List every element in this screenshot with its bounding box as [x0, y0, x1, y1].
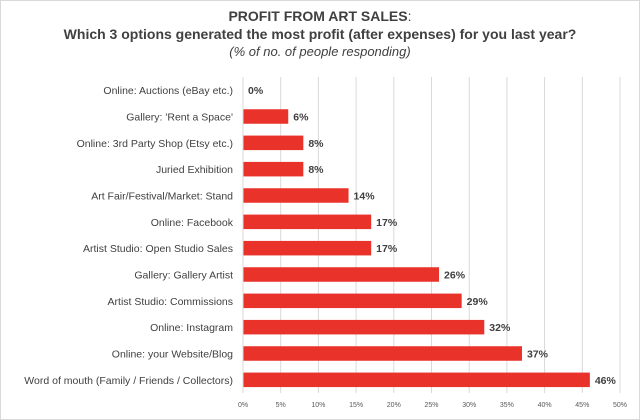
- data-label: 46%: [595, 375, 617, 387]
- chart-title-main: PROFIT FROM ART SALES: [228, 8, 408, 24]
- category-label: Online: Auctions (eBay etc.): [103, 85, 233, 97]
- data-label: 14%: [354, 191, 376, 203]
- category-label: Online: your Website/Blog: [112, 349, 233, 361]
- bar: [243, 293, 462, 309]
- category-label: Art Fair/Festival/Market: Stand: [91, 191, 233, 203]
- category-label: Online: Instagram: [150, 322, 233, 334]
- data-label: 8%: [308, 164, 324, 176]
- data-label: 17%: [376, 217, 398, 229]
- category-label: Online: Facebook: [151, 217, 234, 229]
- bar: [243, 346, 522, 361]
- x-tick-label: 25%: [424, 402, 438, 409]
- x-tick-label: 30%: [462, 402, 476, 409]
- bar: [243, 188, 349, 203]
- bar: [243, 240, 372, 256]
- category-label: Online: 3rd Party Shop (Etsy etc.): [77, 138, 233, 150]
- category-label: Gallery: 'Rent a Space': [126, 112, 233, 124]
- x-tick-label: 40%: [538, 402, 552, 409]
- x-tick-label: 35%: [500, 402, 514, 409]
- data-label: 32%: [489, 322, 511, 334]
- bar: [243, 161, 304, 177]
- bar: [243, 109, 289, 124]
- x-tick-label: 0%: [238, 402, 248, 409]
- category-label: Artist Studio: Open Studio Sales: [83, 243, 233, 255]
- x-tick-label: 45%: [575, 402, 589, 409]
- x-tick-label: 5%: [276, 402, 286, 409]
- data-label: 17%: [376, 243, 398, 255]
- bar: [243, 372, 590, 388]
- data-label: 26%: [444, 270, 466, 282]
- x-tick-label: 15%: [349, 402, 363, 409]
- data-label: 6%: [293, 112, 309, 124]
- chart-title-suffix: :: [407, 8, 412, 24]
- bar: [243, 267, 440, 282]
- data-label: 8%: [308, 138, 324, 150]
- category-label: Word of mouth (Family / Friends / Collec…: [24, 375, 233, 387]
- data-label: 0%: [248, 85, 264, 97]
- chart-title: PROFIT FROM ART SALES:: [0, 8, 640, 25]
- bar: [243, 135, 304, 151]
- category-label: Juried Exhibition: [156, 164, 233, 176]
- bar: [243, 214, 372, 230]
- chart-subtitle: Which 3 options generated the most profi…: [63, 26, 577, 42]
- bar: [243, 319, 485, 335]
- title-block: PROFIT FROM ART SALES: Which 3 options g…: [0, 8, 640, 61]
- x-tick-label: 20%: [387, 402, 401, 409]
- category-label: Artist Studio: Commissions: [108, 296, 233, 308]
- data-label: 29%: [467, 296, 489, 308]
- x-tick-label: 50%: [613, 402, 627, 409]
- chart-note: (% of no. of people responding): [229, 44, 411, 59]
- data-label: 37%: [527, 349, 549, 361]
- x-tick-label: 10%: [311, 402, 325, 409]
- category-label: Gallery: Gallery Artist: [134, 270, 233, 282]
